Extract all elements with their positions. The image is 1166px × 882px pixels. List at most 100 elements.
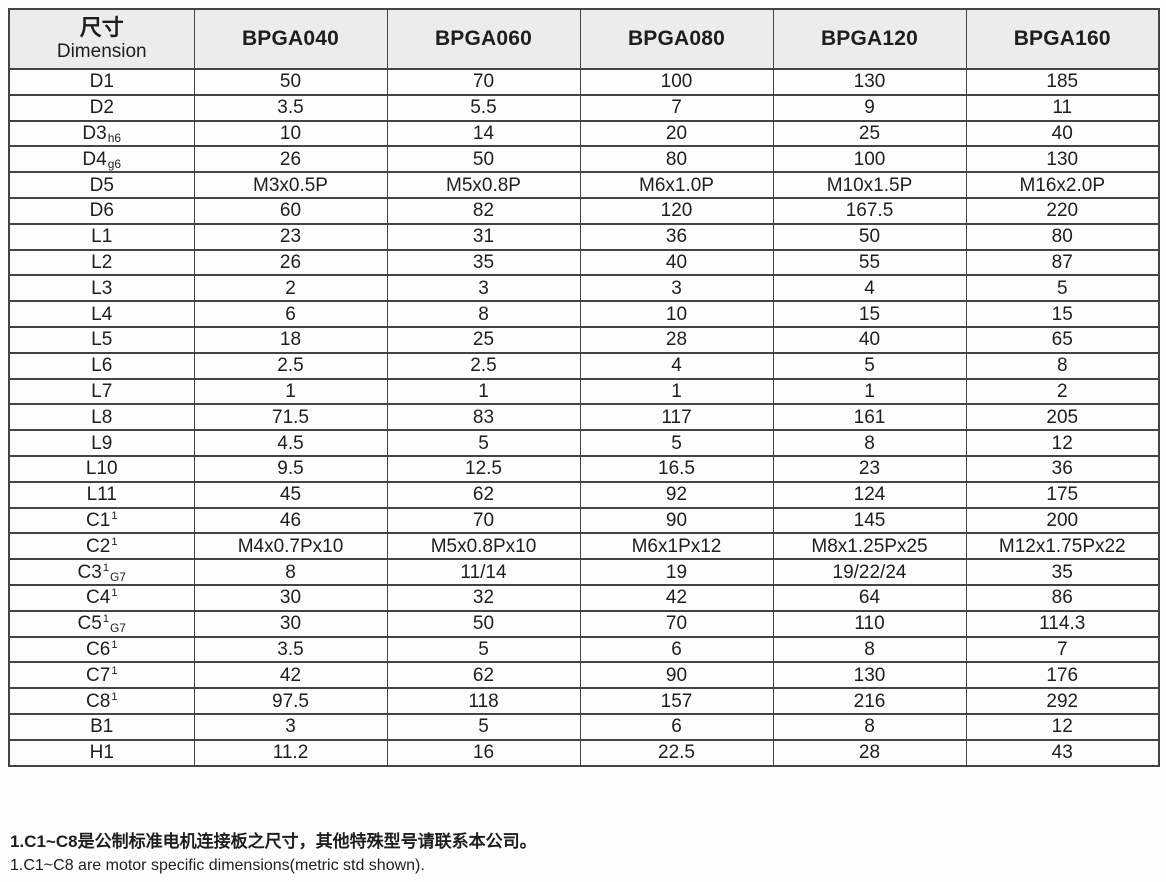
table-row: C71 42 62 90 130 176	[8, 661, 1160, 690]
cell-value: 97.5	[193, 687, 388, 715]
cell-value: M16x2.0P	[965, 171, 1160, 199]
header-dimension-en: Dimension	[56, 41, 147, 62]
footnote-chinese: 1.C1~C8是公制标准电机连接板之尺寸，其他特殊型号请联系本公司。	[10, 832, 537, 851]
row-label: C11	[8, 506, 195, 535]
cell-value: 92	[579, 480, 774, 509]
table-row: D5 M3x0.5P M5x0.8P M6x1.0P M10x1.5P M16x2.0P	[8, 171, 1160, 199]
cell-value: 200	[965, 506, 1160, 535]
row-label: L3	[8, 274, 195, 303]
table-row: D6 60 82 120 167.5 220	[8, 196, 1160, 225]
cell-value: 2	[193, 274, 388, 303]
cell-value: 117	[579, 403, 774, 432]
cell-value: 35	[965, 558, 1160, 586]
cell-value: 15	[772, 300, 967, 328]
cell-value: 70	[579, 609, 774, 638]
cell-value: M5x0.8P	[386, 171, 581, 199]
cell-value: 80	[965, 222, 1160, 251]
cell-value: 8	[386, 300, 581, 328]
cell-value: 7	[579, 93, 774, 122]
cell-value: 3	[386, 274, 581, 303]
cell-value: 8	[772, 429, 967, 457]
cell-value: 42	[579, 583, 774, 612]
header-model-bpga160: BPGA160	[965, 8, 1160, 70]
cell-value: 26	[193, 145, 388, 174]
cell-value: 5	[965, 274, 1160, 303]
cell-value: 64	[772, 583, 967, 612]
cell-value: 40	[965, 119, 1160, 148]
cell-value: 65	[965, 325, 1160, 354]
row-label: D3h6	[8, 119, 195, 148]
cell-value: 12	[965, 712, 1160, 741]
row-label: L7	[8, 377, 195, 406]
cell-value: 8	[772, 712, 967, 741]
cell-value: 10	[579, 300, 774, 328]
cell-value: 31	[386, 222, 581, 251]
row-label: C71	[8, 661, 195, 690]
cell-value: 50	[772, 222, 967, 251]
cell-value: 2	[965, 377, 1160, 406]
header-model-bpga120: BPGA120	[772, 8, 967, 70]
cell-value: 50	[386, 145, 581, 174]
cell-value: 5	[386, 635, 581, 664]
cell-value: 3.5	[193, 635, 388, 664]
cell-value: 185	[965, 68, 1160, 96]
cell-value: 114.3	[965, 609, 1160, 638]
cell-value: 14	[386, 119, 581, 148]
table-row: L9 4.5 5 5 8 12	[8, 429, 1160, 457]
cell-value: 23	[772, 454, 967, 483]
row-label: L2	[8, 248, 195, 277]
row-label: H1	[8, 738, 195, 767]
cell-value: 87	[965, 248, 1160, 277]
cell-value: 6	[193, 300, 388, 328]
cell-value: 1	[386, 377, 581, 406]
header-dimension-zh: 尺寸	[79, 15, 124, 40]
cell-value: M12x1.75Px22	[965, 532, 1160, 561]
cell-value: 130	[965, 145, 1160, 174]
cell-value: 25	[386, 325, 581, 354]
cell-value: 5	[386, 429, 581, 457]
cell-value: 9	[772, 93, 967, 122]
table-row: C51G7 30 50 70 110 114.3	[8, 609, 1160, 638]
cell-value: 216	[772, 687, 967, 715]
cell-value: 3	[579, 274, 774, 303]
cell-value: 120	[579, 196, 774, 225]
cell-value: 80	[579, 145, 774, 174]
table-row: L10 9.5 12.5 16.5 23 36	[8, 454, 1160, 483]
cell-value: 28	[772, 738, 967, 767]
cell-value: 42	[193, 661, 388, 690]
cell-value: 130	[772, 661, 967, 690]
cell-value: 83	[386, 403, 581, 432]
cell-value: 8	[193, 558, 388, 586]
cell-value: 6	[579, 635, 774, 664]
cell-value: 16.5	[579, 454, 774, 483]
cell-value: 10	[193, 119, 388, 148]
footnotes: 1.C1~C8是公制标准电机连接板之尺寸，其他特殊型号请联系本公司。 1.C1~…	[10, 830, 1160, 878]
cell-value: 40	[772, 325, 967, 354]
cell-value: 12	[965, 429, 1160, 457]
row-label: D6	[8, 196, 195, 225]
row-label: C41	[8, 583, 195, 612]
row-label: B1	[8, 712, 195, 741]
table-row: L5 18 25 28 40 65	[8, 325, 1160, 354]
table-row: L1 23 31 36 50 80	[8, 222, 1160, 251]
row-label: L4	[8, 300, 195, 328]
table-row: C11 46 70 90 145 200	[8, 506, 1160, 535]
cell-value: 22.5	[579, 738, 774, 767]
table-row: D1 50 70 100 130 185	[8, 68, 1160, 96]
cell-value: 176	[965, 661, 1160, 690]
cell-value: 100	[579, 68, 774, 96]
cell-value: 110	[772, 609, 967, 638]
cell-value: 124	[772, 480, 967, 509]
row-label: L11	[8, 480, 195, 509]
cell-value: 70	[386, 506, 581, 535]
row-label: L1	[8, 222, 195, 251]
row-label: L8	[8, 403, 195, 432]
cell-value: 2.5	[193, 351, 388, 380]
cell-value: 157	[579, 687, 774, 715]
cell-value: 43	[965, 738, 1160, 767]
cell-value: 36	[965, 454, 1160, 483]
table-row: C61 3.5 5 6 8 7	[8, 635, 1160, 664]
cell-value: 26	[193, 248, 388, 277]
table-row: C21 M4x0.7Px10 M5x0.8Px10 M6x1Px12 M8x1.25Px…	[8, 532, 1160, 561]
